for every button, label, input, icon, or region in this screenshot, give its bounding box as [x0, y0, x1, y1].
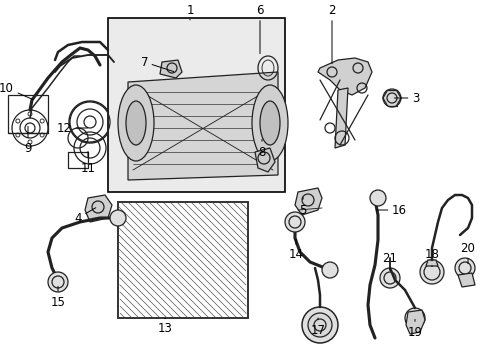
Text: 11: 11	[81, 152, 95, 175]
Text: 12: 12	[57, 122, 87, 135]
Circle shape	[307, 313, 331, 337]
Text: 16: 16	[376, 203, 406, 216]
Text: 15: 15	[50, 287, 65, 309]
Text: 1: 1	[186, 4, 193, 20]
Text: 19: 19	[407, 319, 422, 338]
Bar	[8, 95, 48, 133]
Polygon shape	[128, 72, 278, 180]
Circle shape	[369, 190, 385, 206]
Text: 5: 5	[299, 197, 306, 216]
Text: 3: 3	[394, 91, 419, 104]
Polygon shape	[405, 310, 424, 334]
Circle shape	[302, 307, 337, 343]
Text: 14: 14	[288, 239, 303, 261]
Polygon shape	[425, 260, 437, 266]
Ellipse shape	[118, 85, 154, 161]
Text: 9: 9	[24, 126, 32, 154]
Circle shape	[379, 268, 399, 288]
Circle shape	[404, 308, 424, 328]
Circle shape	[382, 89, 400, 107]
Text: 21: 21	[382, 252, 397, 271]
Text: 4: 4	[74, 208, 96, 225]
Circle shape	[454, 258, 474, 278]
Text: 2: 2	[327, 4, 335, 64]
Bar	[118, 202, 247, 318]
Polygon shape	[294, 188, 321, 215]
Bar	[108, 18, 285, 192]
Polygon shape	[317, 58, 371, 95]
Polygon shape	[160, 60, 182, 78]
Text: 18: 18	[424, 248, 439, 267]
Bar	[118, 202, 247, 318]
Text: 6: 6	[256, 4, 263, 54]
Text: 10: 10	[0, 81, 33, 99]
Ellipse shape	[260, 101, 280, 145]
Text: 13: 13	[157, 318, 172, 334]
Polygon shape	[334, 88, 347, 148]
Text: 7: 7	[140, 55, 173, 72]
Text: 8: 8	[258, 139, 265, 158]
Text: 17: 17	[310, 318, 325, 337]
Circle shape	[285, 212, 305, 232]
Circle shape	[48, 272, 68, 292]
Text: 20: 20	[460, 242, 474, 264]
Circle shape	[110, 210, 126, 226]
Ellipse shape	[126, 101, 146, 145]
Polygon shape	[457, 273, 474, 287]
Polygon shape	[254, 148, 274, 172]
Ellipse shape	[251, 85, 287, 161]
Circle shape	[419, 260, 443, 284]
Circle shape	[321, 262, 337, 278]
Polygon shape	[85, 195, 112, 222]
